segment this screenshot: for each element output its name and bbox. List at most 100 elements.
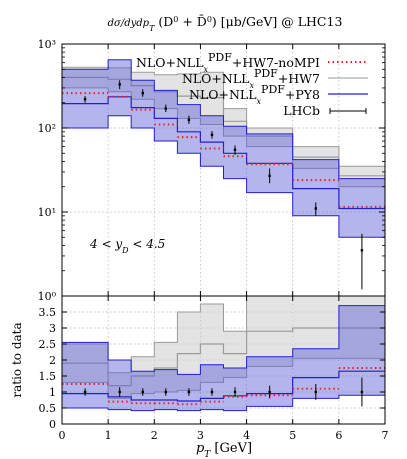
main-ytick-label-1: 10¹ xyxy=(38,206,56,219)
main-lhcb-marker-5 xyxy=(210,133,214,136)
ratio-hw7-band-bin-9 xyxy=(338,296,385,359)
ratio-py8-band-bin-7 xyxy=(246,356,293,407)
main-lhcb-point-6 xyxy=(233,145,237,155)
ratio-lhcb-marker-9 xyxy=(360,390,364,394)
ratio-lhcb-marker-4 xyxy=(187,390,191,394)
ratio-hw7-central-line xyxy=(62,327,385,387)
ratio-lhcb-point-3 xyxy=(164,388,167,396)
main-lhcb-point-8 xyxy=(314,202,317,216)
ratio-ytick-label-1: 0.5 xyxy=(39,402,57,415)
ratio-lhcb-point-0 xyxy=(83,388,87,396)
ratio-lhcb-marker-1 xyxy=(118,390,121,394)
main-py8-band-bin-4 xyxy=(177,104,201,154)
ratio-py8-upper-edge xyxy=(62,305,385,375)
ratio-lhcb-marker-5 xyxy=(210,390,214,394)
ratio-lhcb-marker-0 xyxy=(83,390,87,394)
main-lhcb-marker-1 xyxy=(118,83,121,86)
main-lhcb-marker-4 xyxy=(187,118,191,122)
x-axis-label: pT [GeV] xyxy=(196,441,252,459)
ratio-ytick-label-4: 2 xyxy=(49,354,56,367)
main-ticks: 10⁰ 10¹ 10² 10³ xyxy=(38,38,386,303)
ratio-xtick-label-1: 1 xyxy=(105,429,112,442)
main-lhcb-point-2 xyxy=(141,89,144,97)
ratio-ytick-label-2: 1 xyxy=(49,386,56,399)
legend-item-hw7-nompi: NLO+NLLxPDF+HW7-noMPI xyxy=(136,51,368,74)
ratio-hw7-band-bin-4 xyxy=(177,312,201,391)
chart-title: dσ/dydpT (D0 + D̄0) [μb/GeV] @ LHC13 xyxy=(108,14,343,33)
ratio-lhcb-marker-2 xyxy=(141,390,144,394)
title-text: dσ/dydpT (D0 + D̄0) [μb/GeV] @ LHC13 xyxy=(108,14,343,33)
main-lhcb-marker-3 xyxy=(164,107,167,110)
ratio-ticks: 0 0.5 1 1.5 2 2.5 3 3.5 0 1 2 3 4 5 6 7 xyxy=(39,296,389,442)
main-lhcb-point-0 xyxy=(83,96,87,103)
main-lhcb-point-5 xyxy=(210,131,214,139)
ratio-xtick-label-5: 5 xyxy=(289,429,296,442)
main-panel: 10⁰ 10¹ 10² 10³ 4 < yD < 4.5 NLO+NLLxPDF+HW… xyxy=(38,38,386,303)
legend-label-hw7-nompi: NLO+NLLxPDF+HW7-noMPI xyxy=(136,51,320,74)
legend-item-hw7: NLO+NLLxPDF+HW7 xyxy=(182,67,368,90)
main-lhcb-point-9 xyxy=(360,233,364,290)
legend: NLO+NLLxPDF+HW7-noMPI NLO+NLLxPDF+HW7 NL… xyxy=(136,51,368,118)
ratio-ytick-label-3: 1.5 xyxy=(39,370,57,383)
main-py8-band-bin-3 xyxy=(154,90,178,141)
ratio-lhcb-point-6 xyxy=(233,387,237,397)
ratio-lhcb-point-1 xyxy=(118,387,121,397)
main-ytick-label-0: 10⁰ xyxy=(38,290,57,303)
ratio-hw7-band-bin-8 xyxy=(292,296,339,359)
main-py8-upper-edge xyxy=(62,59,385,180)
ratio-hw7-band-bin-5 xyxy=(200,304,224,383)
ratio-py8-band-bin-0 xyxy=(62,342,109,408)
ratio-hw7-band-bin-3 xyxy=(154,342,178,392)
legend-item-lhcb: LHCb xyxy=(283,103,367,118)
main-hw7-band-bin-7 xyxy=(246,128,293,147)
main-lhcb-marker-8 xyxy=(314,207,317,210)
ratio-py8-central-line xyxy=(62,370,385,402)
ratio-lhcb-marker-3 xyxy=(164,390,167,394)
ratio-ytick-label-6: 3 xyxy=(49,322,56,335)
main-lhcb-marker-0 xyxy=(83,98,87,101)
main-lhcb-point-7 xyxy=(268,168,271,184)
ratio-lhcb-marker-7 xyxy=(268,390,271,394)
ratio-lhcb-point-7 xyxy=(268,385,271,399)
main-lhcb-marker-9 xyxy=(360,249,364,252)
ratio-hw7-band-bin-2 xyxy=(131,356,155,394)
ratio-xtick-label-7: 7 xyxy=(382,429,389,442)
main-lhcb-marker-7 xyxy=(268,174,271,177)
ratio-hw7-band xyxy=(62,295,385,399)
rapidity-annotation: 4 < yD < 4.5 xyxy=(89,237,165,255)
main-lhcb-marker-2 xyxy=(141,91,144,95)
main-hw7-band-bin-6 xyxy=(223,108,247,137)
ratio-py8-lower-edge xyxy=(62,394,385,412)
title-fraction: dσ/dydp xyxy=(108,18,150,29)
legend-label-py8: NLO+NLLxPDF+PY8 xyxy=(189,83,320,106)
ratio-panel: 0 0.5 1 1.5 2 2.5 3 3.5 0 1 2 3 4 5 6 7 ratio to data p… xyxy=(10,295,389,459)
main-lhcb-point-1 xyxy=(118,80,121,90)
ratio-lhcb-point-8 xyxy=(314,384,317,400)
main-hw7-band-bin-9 xyxy=(338,166,385,187)
ratio-lhcb-point-5 xyxy=(210,388,214,396)
main-lhcb-point-3 xyxy=(164,104,167,112)
ratio-lhcb-marker-8 xyxy=(314,390,317,394)
ratio-hw7-band-bin-6 xyxy=(223,331,247,378)
ratio-xtick-label-3: 3 xyxy=(197,429,204,442)
main-lhcb-marker-6 xyxy=(233,148,237,151)
main-py8-band-bin-5 xyxy=(200,115,224,167)
ratio-lhcb-marker-6 xyxy=(233,390,237,394)
main-lhcb-points xyxy=(83,80,364,290)
ratio-xtick-label-0: 0 xyxy=(59,429,66,442)
ratio-py8-band-bin-1 xyxy=(108,360,132,410)
ratio-y-axis-label: ratio to data xyxy=(10,322,24,397)
ratio-xtick-label-2: 2 xyxy=(151,429,158,442)
ratio-ytick-label-7: 3.5 xyxy=(39,306,57,319)
ratio-xtick-label-6: 6 xyxy=(335,429,342,442)
main-py8-band-bin-2 xyxy=(131,80,155,128)
main-hw7-band-bin-5 xyxy=(200,72,224,125)
ratio-ytick-label-5: 2.5 xyxy=(39,338,57,351)
ratio-xtick-label-4: 4 xyxy=(243,429,250,442)
ratio-lhcb-point-9 xyxy=(360,377,364,407)
ratio-py8-band-bin-5 xyxy=(200,364,224,410)
main-lhcb-point-4 xyxy=(187,115,191,124)
main-py8-lower-edge xyxy=(62,115,385,238)
ratio-lhcb-point-4 xyxy=(187,388,191,396)
